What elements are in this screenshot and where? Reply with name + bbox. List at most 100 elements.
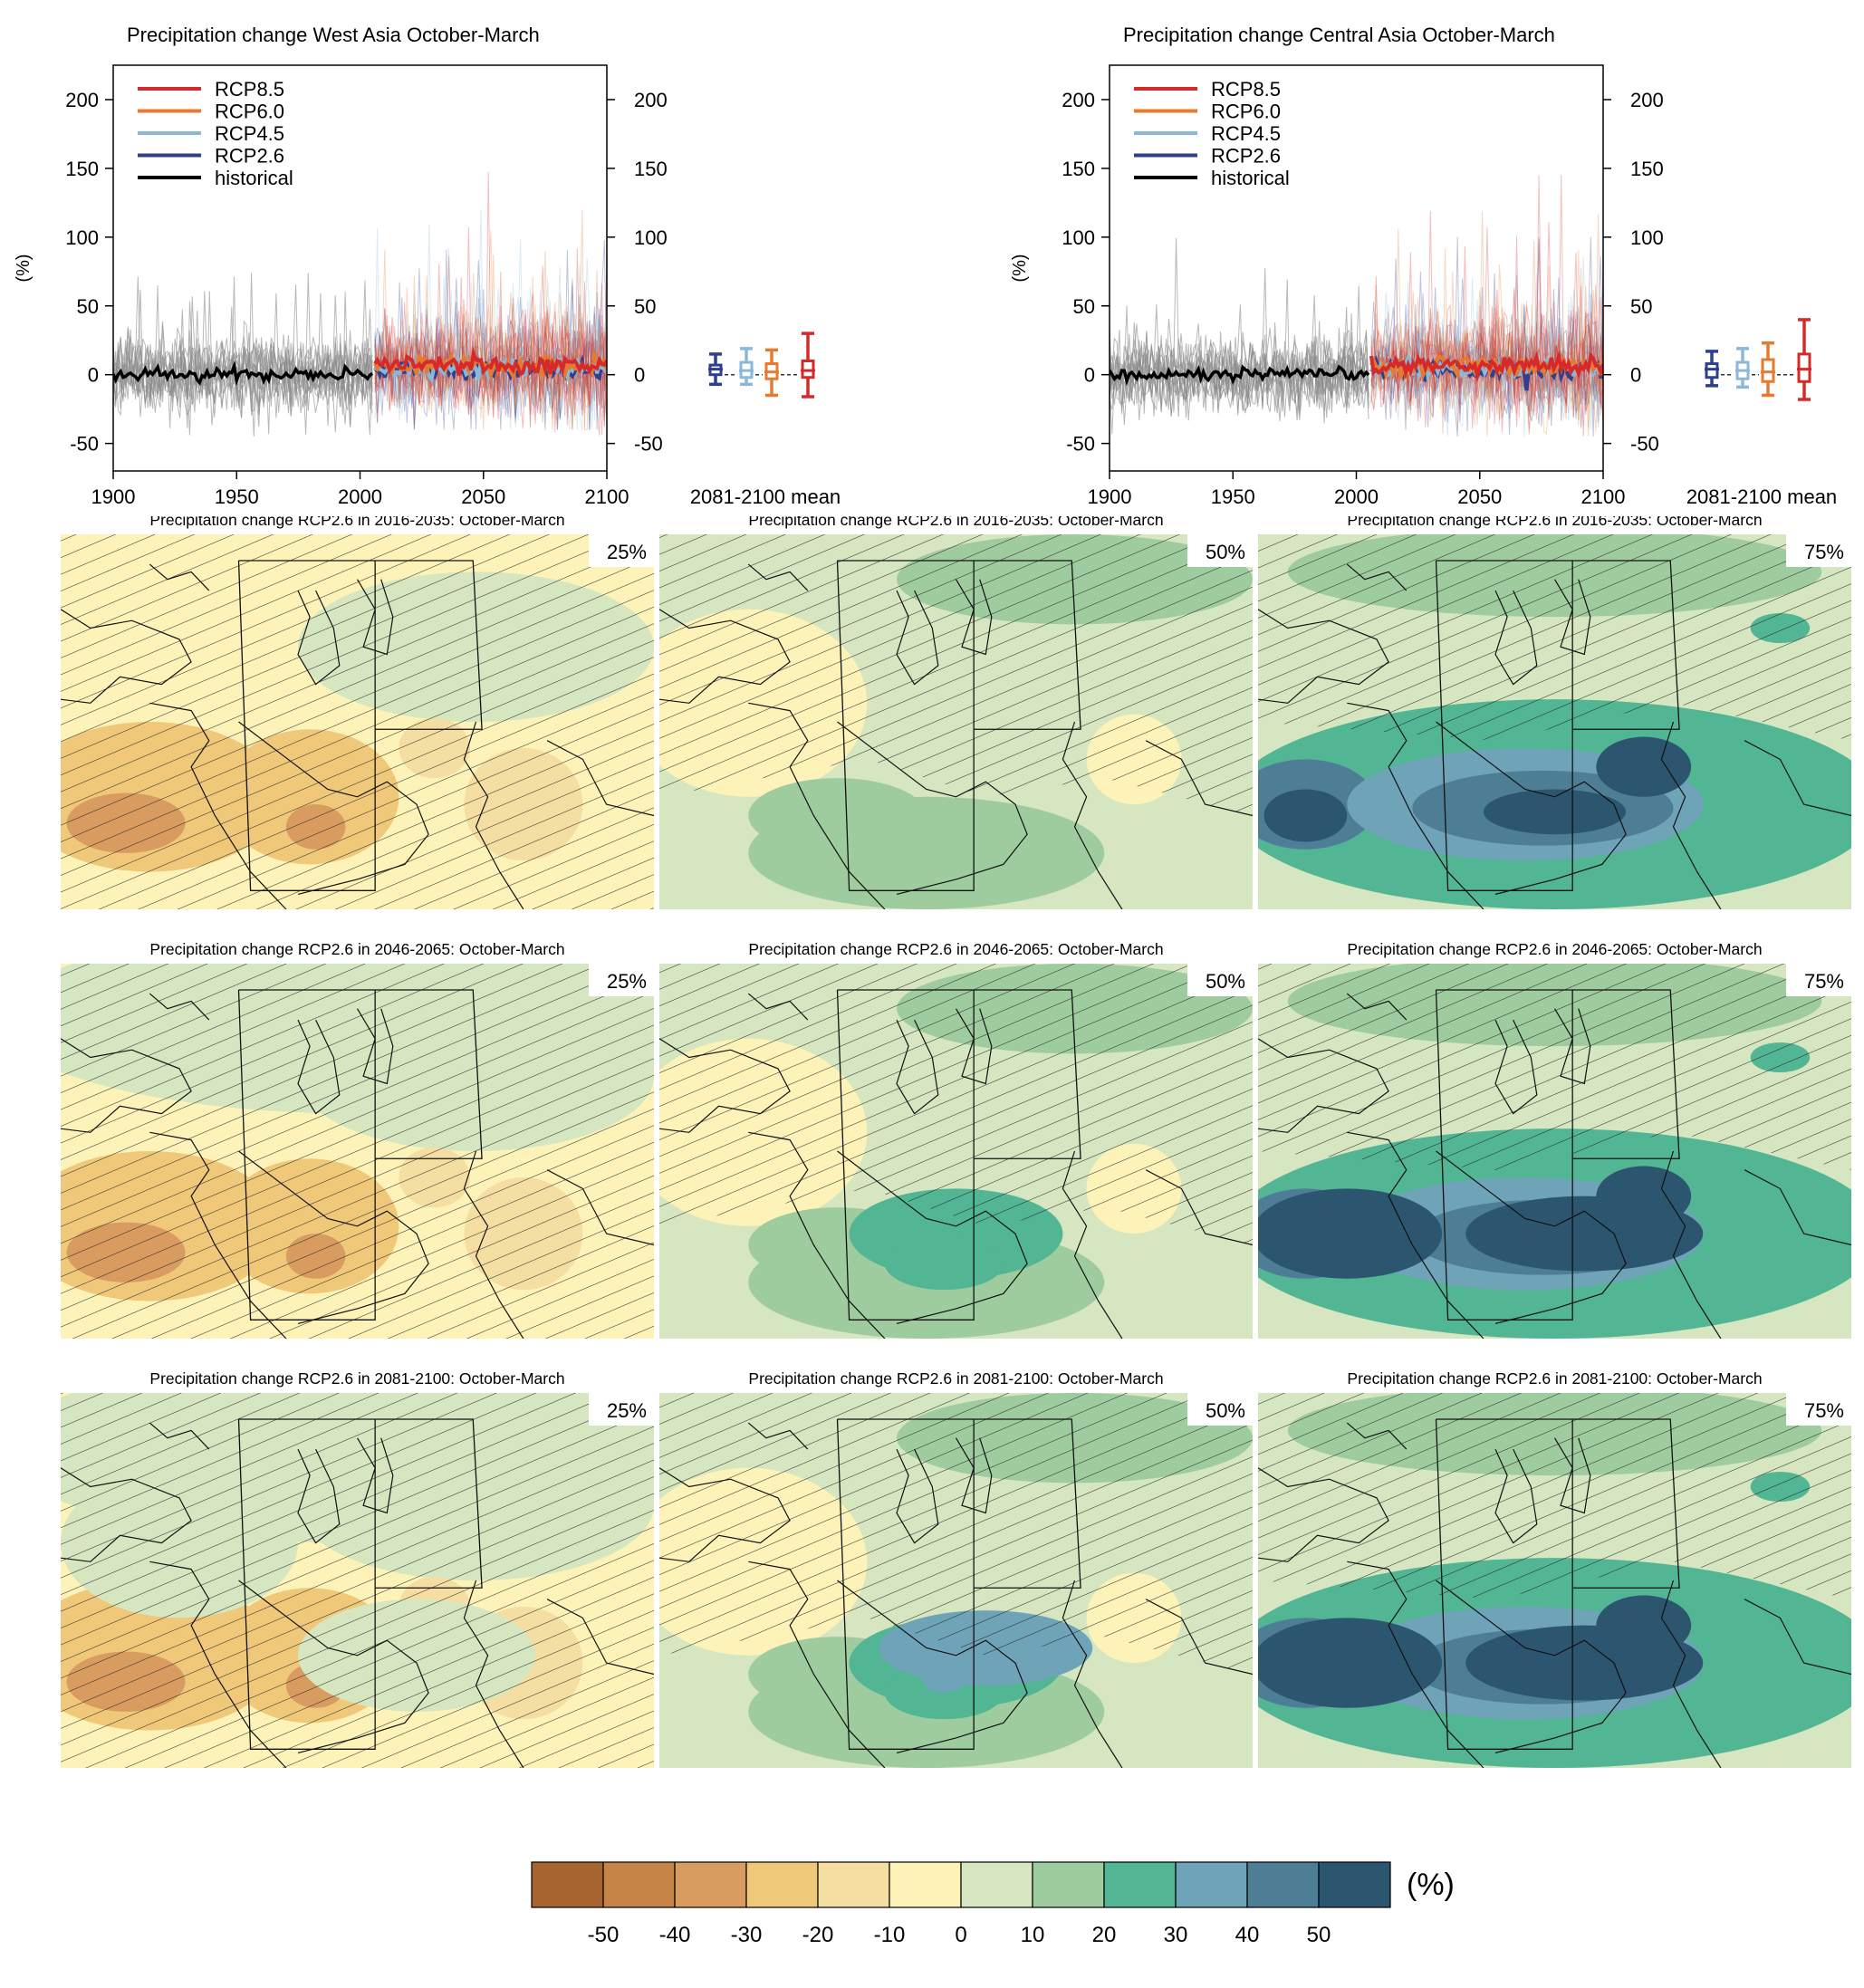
legend-label: RCP8.5 (215, 78, 284, 101)
legend-label: historical (215, 167, 293, 189)
colorbar-swatch (889, 1861, 962, 1908)
colorbar-swatch (1103, 1861, 1177, 1908)
colorbar-swatch (960, 1861, 1033, 1908)
y-tick-label-left: 100 (1062, 226, 1095, 249)
scenario-member-line (1370, 288, 1603, 437)
percentile-label: 25% (607, 1399, 647, 1422)
percentile-label-box (589, 1393, 654, 1426)
precipitation-change-map-panels: Precipitation change RCP2.6 in 2016-2035… (61, 516, 1851, 1768)
map-panel-title: Precipitation change RCP2.6 in 2046-2065… (149, 940, 564, 958)
map-panel: Precipitation change RCP2.6 in 2046-2065… (659, 940, 1253, 1339)
percentile-label-box (589, 534, 654, 567)
scenario-member-line (1370, 258, 1603, 430)
y-tick-label-right: 200 (634, 89, 668, 111)
percentile-label-box (1786, 534, 1851, 567)
legend-label: RCP2.6 (215, 145, 284, 168)
west-asia-timeseries-chart: Precipitation change West Asia October-M… (14, 24, 841, 508)
west-asia-region-box (1435, 989, 1573, 1321)
colorbar-tick-label: -30 (731, 1923, 763, 1947)
percentile-label: 75% (1804, 541, 1844, 563)
colorbar-tick-label: 0 (955, 1923, 966, 1947)
map-panel: Precipitation change RCP2.6 in 2016-2035… (61, 516, 654, 909)
scenario-member-line (374, 209, 607, 430)
significance-hatching (1258, 964, 1851, 1170)
map-contour-region (1483, 789, 1627, 835)
scenario-member-line (1370, 227, 1603, 429)
historical-member-line (1110, 328, 1369, 417)
west-asia-region-box (237, 1418, 376, 1750)
significance-hatching (61, 534, 654, 909)
x-tick-label: 1900 (1088, 485, 1132, 508)
central-asia-region-box (1436, 989, 1680, 1159)
colorbar-swatch (1032, 1861, 1105, 1908)
significance-hatching (659, 964, 1253, 1245)
map-contour-region (920, 1655, 968, 1694)
scenario-member-line (1370, 310, 1603, 437)
percentile-label-box (1187, 964, 1253, 996)
west-asia-region-box (836, 1418, 975, 1750)
x-tick-label: 2100 (1581, 485, 1626, 508)
scenario-member-line (374, 240, 607, 430)
map-panel: Precipitation change RCP2.6 in 2081-2100… (61, 1369, 654, 1768)
significance-hatching (61, 964, 654, 1339)
significance-hatching (1258, 534, 1851, 741)
significance-hatching (659, 534, 1253, 816)
central-asia-region-box (837, 989, 1081, 1159)
y-tick-label-right: -50 (634, 433, 663, 456)
y-axis-label: (%) (1010, 254, 1030, 282)
y-axis-label: (%) (14, 254, 34, 282)
historical-mean-line (1110, 364, 1370, 387)
y-tick-label-right: 100 (1630, 226, 1664, 249)
y-tick-label-left: 150 (65, 158, 99, 180)
map-panel: Precipitation change RCP2.6 in 2046-2065… (1258, 940, 1851, 1339)
map-contour-region (1258, 1188, 1443, 1279)
colorbar-swatch (602, 1861, 676, 1908)
y-tick-label-right: 50 (634, 295, 656, 318)
scenario-mean-line (373, 346, 607, 378)
x-tick-label: 1900 (91, 485, 136, 508)
summary-label: 2081-2100 mean (690, 485, 841, 508)
colorbar-swatch (745, 1861, 819, 1908)
map-panel: Precipitation change RCP2.6 in 2081-2100… (659, 1369, 1253, 1768)
scenario-mean-line (1369, 350, 1603, 383)
scenario-member-line (374, 283, 607, 426)
percentile-label: 75% (1804, 970, 1844, 993)
colorbar-tick-label: 40 (1235, 1923, 1260, 1947)
y-tick-label-left: 150 (1062, 158, 1095, 180)
x-tick-label: 2100 (585, 485, 629, 508)
scenario-member-line (374, 249, 607, 430)
y-tick-label-right: 200 (1630, 89, 1664, 111)
colorbar-tick-label: -40 (659, 1923, 691, 1947)
percentile-label: 50% (1206, 1399, 1245, 1422)
y-tick-label-right: 150 (1630, 158, 1664, 180)
west-asia-region-box (1435, 560, 1573, 891)
map-panel-title: Precipitation change RCP2.6 in 2016-2035… (1347, 516, 1762, 529)
significance-hatching (1258, 1393, 1851, 1599)
map-contour-region (1263, 789, 1348, 842)
percentile-label-box (1786, 964, 1851, 996)
y-tick-label-right: 50 (1630, 295, 1652, 318)
scenario-member-line (1370, 214, 1603, 437)
map-contour-region (1465, 1196, 1704, 1272)
west-asia-region-box (237, 989, 376, 1321)
percentile-label-box (589, 964, 654, 996)
historical-member-line (1110, 318, 1369, 413)
map-panel-title: Precipitation change RCP2.6 in 2081-2100… (1347, 1369, 1762, 1388)
west-asia-region-box (836, 989, 975, 1321)
map-panel: Precipitation change RCP2.6 in 2081-2100… (1258, 1369, 1851, 1768)
y-tick-label-right: 0 (1630, 364, 1641, 387)
legend-label: RCP4.5 (1211, 122, 1281, 145)
map-contour-region (884, 1237, 1004, 1291)
map-panel: Precipitation change RCP2.6 in 2016-2035… (1258, 516, 1851, 909)
central-asia-region-box (837, 1418, 1081, 1589)
legend-label: RCP2.6 (1211, 145, 1281, 168)
significance-hatching (659, 1393, 1253, 1675)
y-tick-label-left: 0 (88, 364, 99, 387)
west-asia-region-box (237, 560, 376, 891)
y-tick-label-left: -50 (1066, 433, 1095, 456)
percentile-label: 25% (607, 970, 647, 993)
y-tick-label-left: 200 (1062, 89, 1095, 111)
map-panel: Precipitation change RCP2.6 in 2016-2035… (659, 516, 1253, 909)
legend-label: RCP6.0 (215, 101, 284, 123)
scenario-member-line (1370, 240, 1603, 436)
